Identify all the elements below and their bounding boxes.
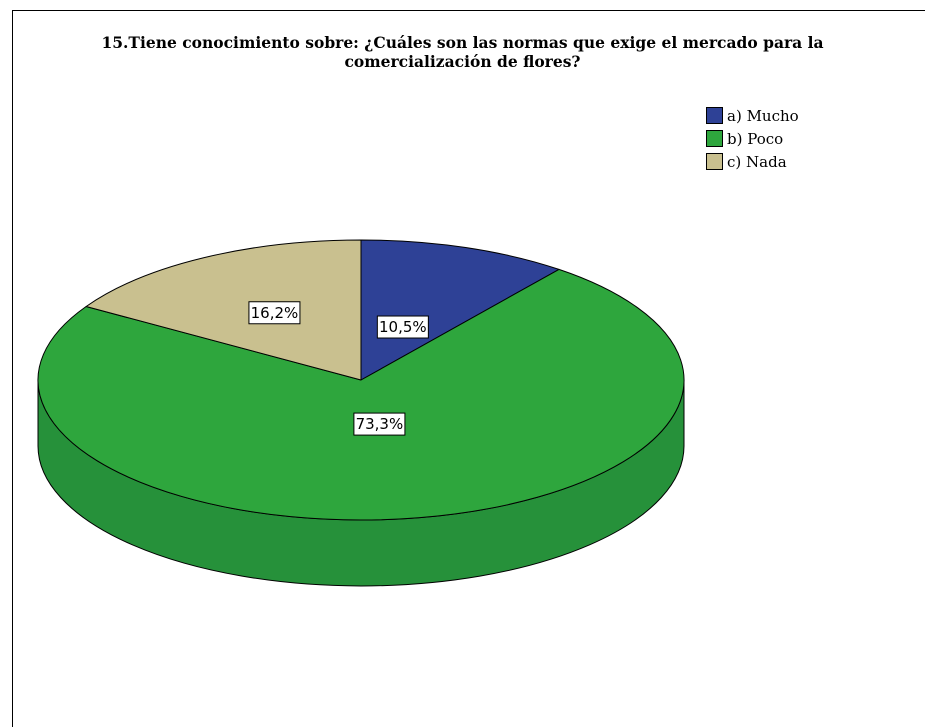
legend-label-nada: c) Nada [727, 152, 787, 171]
legend-item-nada: c) Nada [706, 150, 799, 173]
data-label-0: 10,5% [379, 318, 427, 336]
chart-title-line-2: comercialización de flores? [344, 52, 581, 71]
data-label-box-2 [248, 301, 301, 325]
data-label-box-0 [376, 315, 429, 339]
legend-label-mucho: a) Mucho [727, 106, 799, 125]
legend-item-mucho: a) Mucho [706, 104, 799, 127]
chart-title-line-1: 15.Tiene conocimiento sobre: ¿Cuáles son… [101, 33, 824, 52]
legend-item-poco: b) Poco [706, 127, 799, 150]
pie-slice-0 [360, 239, 560, 381]
data-label-box-1 [353, 412, 406, 436]
legend: a) Mucho b) Poco c) Nada [706, 104, 799, 173]
legend-swatch-poco [706, 130, 723, 147]
legend-swatch-nada [706, 153, 723, 170]
data-label-2: 16,2% [251, 304, 299, 322]
legend-label-poco: b) Poco [727, 129, 784, 148]
legend-swatch-mucho [706, 107, 723, 124]
data-label-1: 73,3% [356, 415, 404, 433]
chart-title: 15.Tiene conocimiento sobre: ¿Cuáles son… [0, 33, 925, 71]
pie-slice-1 [37, 268, 685, 521]
pie-slice-2 [85, 239, 362, 381]
